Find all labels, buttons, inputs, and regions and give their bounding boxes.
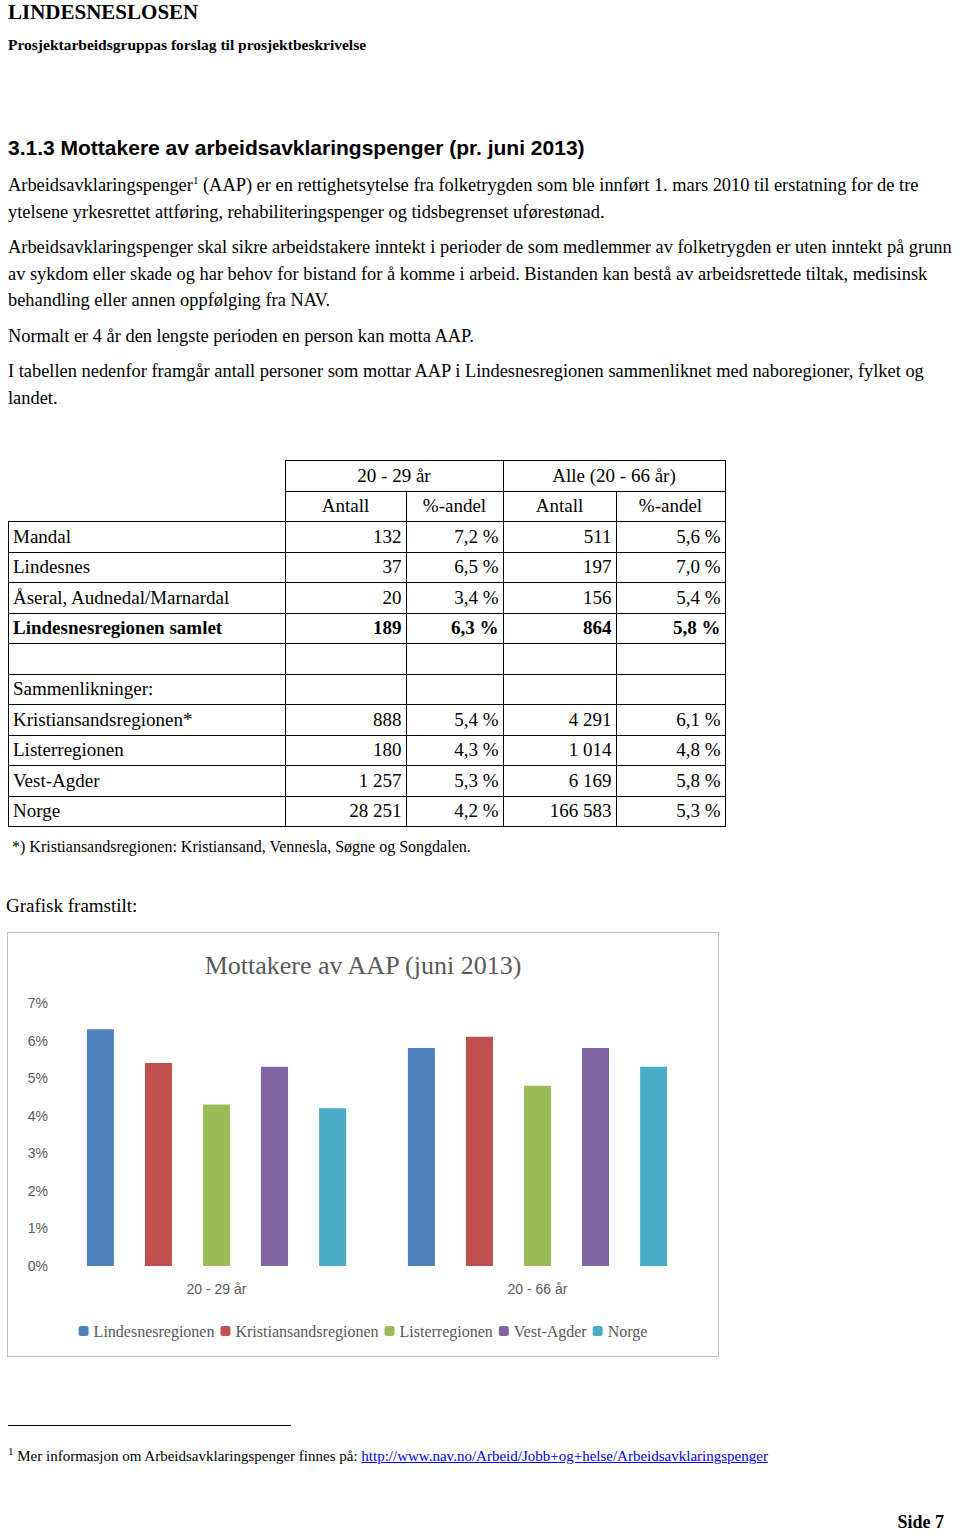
- html-text:20 - 29 år: 20 - 29 år: [357, 464, 431, 486]
- html-text:7,2 %: 7,2 %: [454, 525, 499, 547]
- svg-text:Vest-Agder: Vest-Agder: [514, 1323, 588, 1341]
- html-text:4,8 %: 4,8 %: [676, 739, 721, 761]
- html-text:166 583: 166 583: [549, 800, 612, 822]
- svg-text:4%: 4%: [28, 1108, 48, 1124]
- svg-text:Mottakere av AAP (juni 2013): Mottakere av AAP (juni 2013): [205, 951, 522, 980]
- html-text:1 257: 1 257: [358, 769, 402, 791]
- html-text:6,3 %: 6,3 %: [451, 617, 499, 639]
- svg-text:Lindesnesregionen: Lindesnesregionen: [94, 1323, 215, 1341]
- html-text:1Mer informasjon om Arbeidsavk: 1Mer informasjon om Arbeidsavklaringspen…: [8, 1445, 768, 1464]
- html-text:Norge: Norge: [13, 800, 61, 822]
- html-text:5,8 %: 5,8 %: [676, 769, 721, 791]
- html-text:6,1 %: 6,1 %: [676, 708, 721, 730]
- html-text:28 251: 28 251: [349, 800, 402, 822]
- html-text:Lindesnes: Lindesnes: [13, 556, 90, 578]
- svg-text:0%: 0%: [28, 1258, 48, 1274]
- html-text:Antall: Antall: [535, 495, 584, 517]
- html-text:4,3 %: 4,3 %: [454, 739, 499, 761]
- svg-text:Listerregionen: Listerregionen: [400, 1323, 493, 1341]
- svg-text:Norge: Norge: [608, 1323, 648, 1341]
- svg-text:7%: 7%: [28, 995, 48, 1011]
- svg-text:1%: 1%: [28, 1220, 48, 1236]
- html-text:1 014: 1 014: [568, 739, 612, 761]
- html-text:Vest-Agder: Vest-Agder: [13, 769, 100, 791]
- html-text:I tabellen nedenfor framgår an: I tabellen nedenfor framgår antall perso…: [8, 361, 924, 408]
- html-text:Grafisk framstilt:: Grafisk framstilt:: [6, 895, 138, 916]
- html-text:156: 156: [583, 586, 612, 608]
- html-text:4,2 %: 4,2 %: [454, 800, 499, 822]
- html-text:Normalt er 4 år den lengste pe: Normalt er 4 år den lengste perioden en …: [8, 325, 474, 346]
- html-text:*) Kristiansandsregionen: Kris: *) Kristiansandsregionen: Kristiansand, …: [12, 838, 471, 855]
- svg-text:20 - 29 år: 20 - 29 år: [187, 1281, 247, 1297]
- html-text:5,8 %: 5,8 %: [673, 617, 721, 639]
- svg-text:3%: 3%: [28, 1145, 48, 1161]
- svg-text:2%: 2%: [28, 1183, 48, 1199]
- html-text:Sammenlikninger:: Sammenlikninger:: [13, 678, 154, 700]
- html-text:511: 511: [583, 525, 612, 547]
- html-text:Prosjektarbeidsgruppas forslag: Prosjektarbeidsgruppas forslag til prosj…: [8, 36, 367, 53]
- html-text:Side 7: Side 7: [897, 1512, 944, 1532]
- html-text:%-andel: %-andel: [422, 495, 487, 517]
- html-text:197: 197: [583, 556, 612, 578]
- html-text:5,3 %: 5,3 %: [454, 769, 499, 791]
- html-text:LINDESNESLOSEN: LINDESNESLOSEN: [8, 0, 199, 24]
- svg-text:6%: 6%: [28, 1033, 48, 1049]
- html-text:Alle (20 - 66 år): Alle (20 - 66 år): [552, 464, 676, 486]
- html-text:Arbeidsavklaringspenger1(AAP): Arbeidsavklaringspenger1(AAP) er en rett…: [8, 173, 919, 222]
- html-text:Åseral, Audnedal/Marnardal: Åseral, Audnedal/Marnardal: [13, 586, 230, 608]
- html-text:Kristiansandsregionen*: Kristiansandsregionen*: [13, 708, 193, 730]
- html-text:6,5 %: 6,5 %: [454, 556, 499, 578]
- svg-text:5%: 5%: [28, 1070, 48, 1086]
- html-text:5,3 %: 5,3 %: [676, 800, 721, 822]
- html-text:37: 37: [382, 556, 402, 578]
- html-text:%-andel: %-andel: [638, 495, 703, 517]
- html-text:180: 180: [373, 739, 402, 761]
- html-text:7,0 %: 7,0 %: [676, 556, 721, 578]
- html-text:888: 888: [373, 708, 402, 730]
- html-text:Arbeidsavklaringspenger skal s: Arbeidsavklaringspenger skal sikre arbei…: [8, 237, 952, 310]
- svg-text:20 - 66 år: 20 - 66 år: [508, 1281, 568, 1297]
- html-text:4 291: 4 291: [568, 708, 612, 730]
- html-text:Lindesnesregionen samlet: Lindesnesregionen samlet: [13, 617, 223, 639]
- svg-text:Kristiansandsregionen: Kristiansandsregionen: [235, 1323, 378, 1341]
- html-text:864: 864: [583, 617, 612, 639]
- html-text:5,6 %: 5,6 %: [676, 525, 721, 547]
- html-text:5,4 %: 5,4 %: [676, 586, 721, 608]
- html-text:6 169: 6 169: [568, 769, 612, 791]
- html-text:189: 189: [373, 617, 402, 639]
- html-text:3,4 %: 3,4 %: [454, 586, 499, 608]
- html-text:Antall: Antall: [321, 495, 370, 517]
- html-text:5,4 %: 5,4 %: [454, 708, 499, 730]
- html-text:132: 132: [373, 525, 402, 547]
- html-text:20: 20: [382, 586, 402, 608]
- html-text:Mandal: Mandal: [13, 525, 71, 547]
- html-text:Listerregionen: Listerregionen: [13, 739, 124, 761]
- html-text:3.1.3 Mottakere av arbeidsavkl: 3.1.3 Mottakere av arbeidsavklaringspeng…: [8, 136, 585, 159]
